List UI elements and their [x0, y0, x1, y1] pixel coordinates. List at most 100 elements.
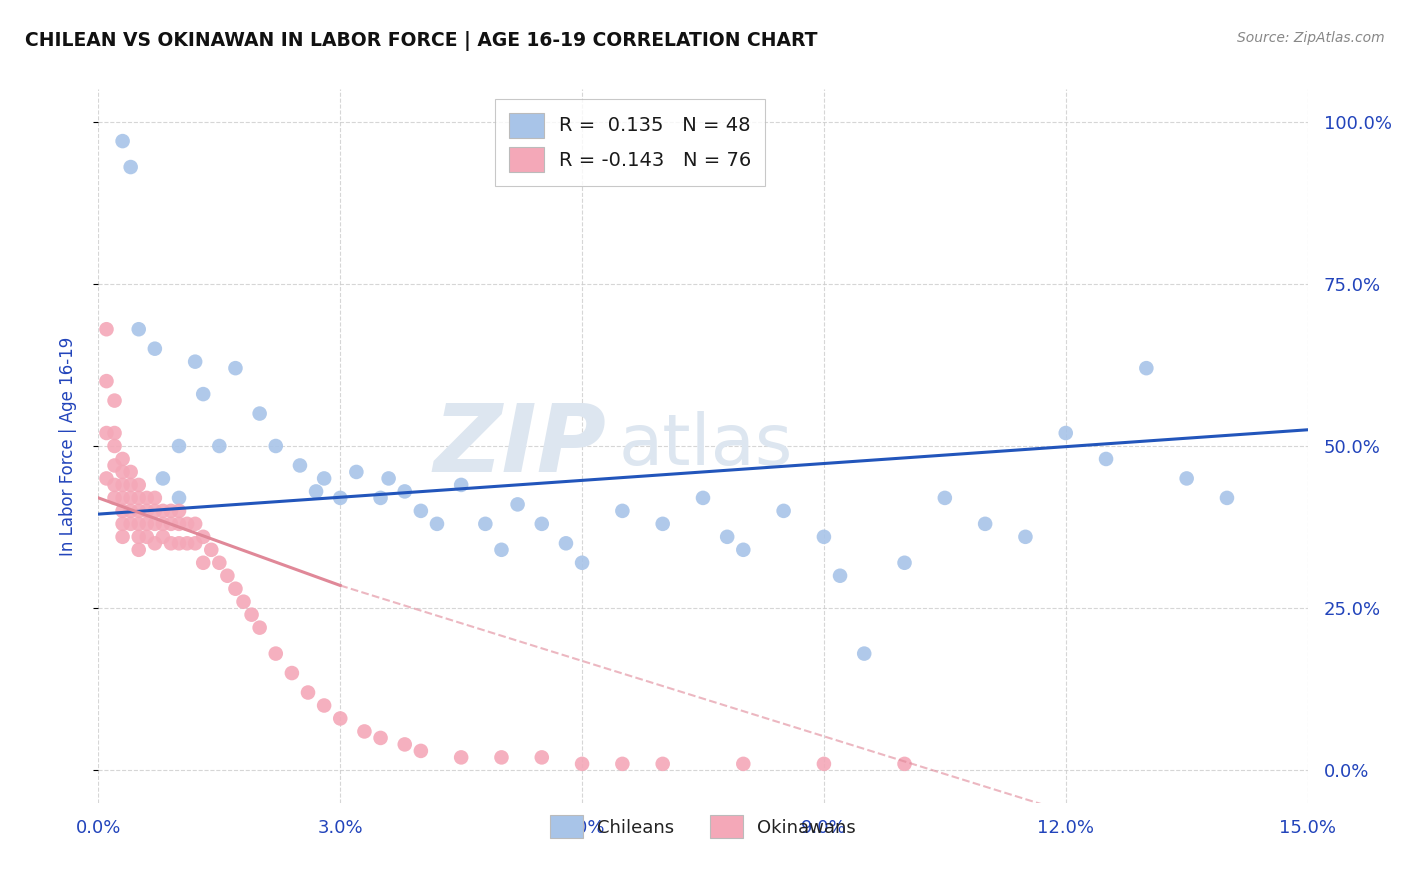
Point [314, 698, 336, 713]
Point [716, 530, 738, 544]
Point [128, 530, 150, 544]
Point [934, 491, 956, 505]
Point [120, 160, 142, 174]
Point [1054, 425, 1077, 440]
Point [329, 711, 352, 725]
Point [143, 516, 166, 531]
Point [128, 504, 150, 518]
Point [167, 491, 190, 505]
Point [160, 516, 183, 531]
Point [853, 647, 876, 661]
Point [103, 478, 125, 492]
Point [103, 439, 125, 453]
Point [103, 393, 125, 408]
Point [128, 542, 150, 557]
Point [305, 484, 328, 499]
Point [651, 516, 673, 531]
Point [249, 407, 271, 421]
Point [135, 530, 157, 544]
Point [733, 756, 755, 771]
Point [135, 504, 157, 518]
Point [111, 504, 134, 518]
Point [240, 607, 263, 622]
Point [167, 516, 190, 531]
Point [120, 491, 142, 505]
Point [128, 491, 150, 505]
Point [217, 568, 239, 582]
Point [176, 516, 198, 531]
Point [314, 471, 336, 485]
Point [1216, 491, 1239, 505]
Point [152, 530, 174, 544]
Point [506, 497, 529, 511]
Point [828, 568, 851, 582]
Point [111, 478, 134, 492]
Point [377, 471, 399, 485]
Point [394, 738, 416, 752]
Point [96, 471, 118, 485]
Point [128, 478, 150, 492]
Point [281, 666, 304, 681]
Point [450, 750, 472, 764]
Point [224, 361, 246, 376]
Point [152, 516, 174, 531]
Point [288, 458, 311, 473]
Point [571, 756, 593, 771]
Point [409, 504, 432, 518]
Point [120, 465, 142, 479]
Point [651, 756, 673, 771]
Point [491, 750, 513, 764]
Point [111, 491, 134, 505]
Point [491, 542, 513, 557]
Point [103, 425, 125, 440]
Point [96, 322, 118, 336]
Point [224, 582, 246, 596]
Point [160, 504, 183, 518]
Point [152, 504, 174, 518]
Point [1014, 530, 1036, 544]
Point [1135, 361, 1157, 376]
Point [692, 491, 714, 505]
Point [893, 756, 915, 771]
Point [409, 744, 432, 758]
Point [208, 439, 231, 453]
Point [111, 134, 134, 148]
Point [143, 536, 166, 550]
Point [128, 322, 150, 336]
Point [184, 354, 207, 368]
Point [893, 556, 915, 570]
Point [232, 595, 254, 609]
Point [370, 491, 392, 505]
Text: ZIP: ZIP [433, 400, 606, 492]
Point [297, 685, 319, 699]
Point [813, 530, 835, 544]
Point [264, 647, 287, 661]
Point [167, 504, 190, 518]
Point [160, 536, 183, 550]
Point [612, 504, 634, 518]
Point [143, 491, 166, 505]
Point [772, 504, 794, 518]
Point [1095, 452, 1118, 467]
Point [329, 491, 352, 505]
Point [530, 516, 553, 531]
Text: atlas: atlas [619, 411, 793, 481]
Point [120, 504, 142, 518]
Point [111, 530, 134, 544]
Point [450, 478, 472, 492]
Point [264, 439, 287, 453]
Point [733, 542, 755, 557]
Text: Source: ZipAtlas.com: Source: ZipAtlas.com [1237, 31, 1385, 45]
Y-axis label: In Labor Force | Age 16-19: In Labor Force | Age 16-19 [59, 336, 77, 556]
Point [143, 504, 166, 518]
Point [370, 731, 392, 745]
Point [612, 756, 634, 771]
Point [394, 484, 416, 499]
Point [571, 556, 593, 570]
Point [1175, 471, 1198, 485]
Point [135, 491, 157, 505]
Point [974, 516, 997, 531]
Point [128, 516, 150, 531]
Point [530, 750, 553, 764]
Point [193, 556, 215, 570]
